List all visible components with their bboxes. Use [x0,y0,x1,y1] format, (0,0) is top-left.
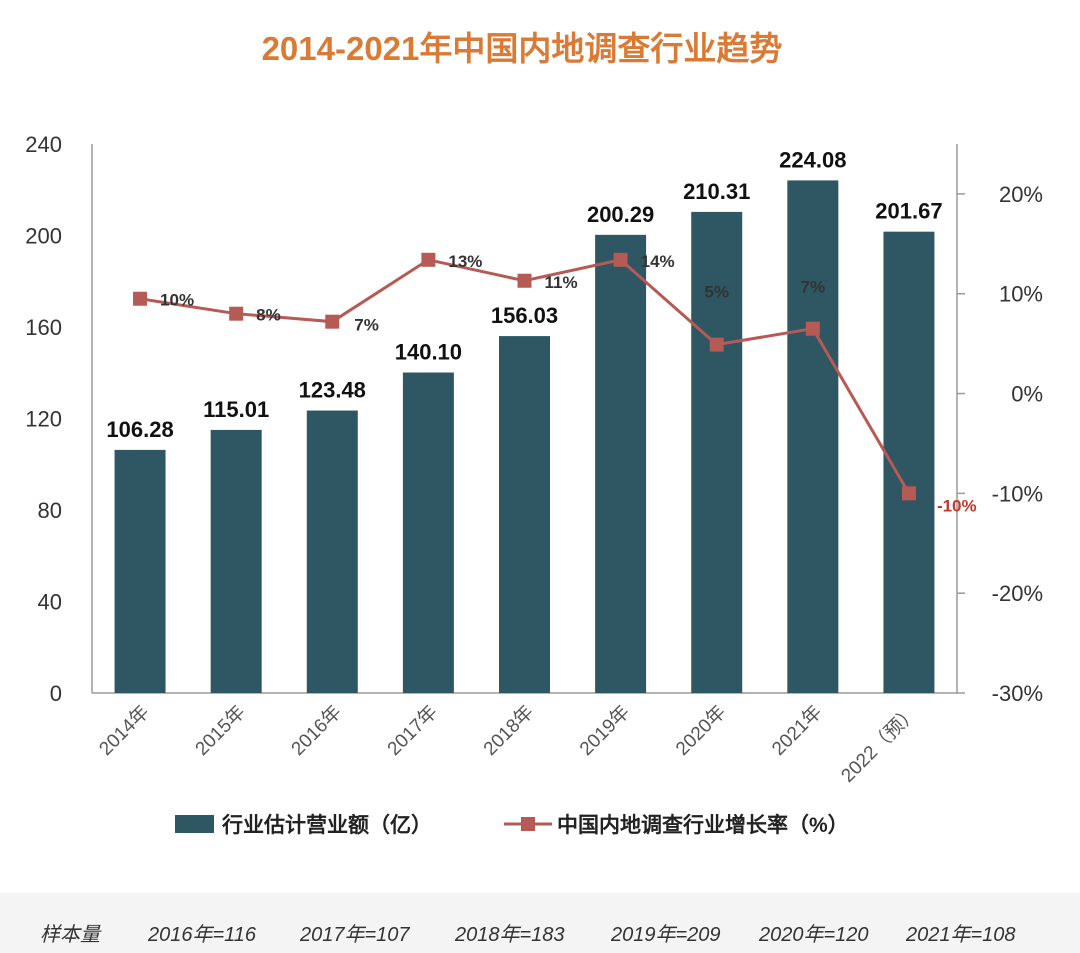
growth-marker [517,273,532,288]
growth-marker [229,306,244,321]
bar-series [114,180,935,694]
bar-value-label: 106.28 [106,417,173,442]
growth-marker [709,337,724,352]
x-tick-label: 2014年 [95,701,154,760]
bar [499,336,550,693]
growth-marker [133,291,148,306]
left-tick-label: 80 [38,498,62,523]
legend-line-marker [521,817,535,831]
legend: 行业估计营业额（亿） 中国内地调查行业增长率（%） [175,813,849,837]
left-axis: 0 40 80 120 160 200 240 [25,132,62,706]
growth-value-label: -10% [937,496,977,515]
bar [787,180,839,694]
bar-value-label: 210.31 [683,179,750,204]
x-tick-label: 2019年 [575,701,634,760]
bar [306,410,358,693]
footer-label: 样本量 [40,924,100,946]
growth-value-label: 11% [545,273,578,292]
growth-value-label: 5% [704,283,729,302]
left-tick-label: 120 [25,407,62,432]
footer-item: 2020年=120 [759,924,869,946]
bar [114,449,166,693]
x-tick-label: 2016年 [287,701,346,760]
growth-marker [901,486,916,501]
left-tick-label: 0 [50,681,62,706]
right-tick-label: -20% [992,581,1043,606]
x-tick-label: 2015年 [191,701,250,760]
right-axis: -30% -20% -10% 0% 10% 20% [957,182,1043,706]
left-tick-label: 240 [25,132,62,157]
left-tick-label: 40 [38,590,62,615]
bar [595,234,647,694]
bar-data-labels: 106.28 115.01 123.48 140.10 156.03 200.29 210.… [106,147,942,441]
bar-value-label: 224.08 [779,147,846,172]
right-tick-label: 10% [999,282,1043,307]
bar-value-label: 156.03 [491,303,558,328]
footer-item: 2021年=108 [906,924,1016,946]
x-axis-labels: 2014年 2015年 2016年 2017年 2018年 2019年 2020年 2021年… [95,701,923,787]
bar-value-label: 140.10 [395,340,462,365]
legend-bar-swatch [175,815,214,833]
bar-value-label: 200.29 [587,202,654,227]
growth-value-label: 13% [448,252,482,271]
growth-marker [325,314,340,329]
right-tick-label: 20% [999,182,1043,207]
growth-marker [805,321,820,336]
bar-value-label: 115.01 [203,397,269,422]
growth-value-label: 10% [160,291,194,310]
right-tick-label: -30% [992,681,1043,706]
growth-marker [613,252,628,267]
growth-marker [421,252,436,267]
bar-value-label: 201.67 [875,199,942,224]
x-tick-label: 2022（预） [837,701,923,787]
footer-item: 2017年=107 [300,924,410,946]
x-tick-label: 2021年 [767,701,826,760]
bar [402,372,454,693]
footer-item: 2016年=116 [148,924,257,946]
x-tick-label: 2018年 [479,701,538,760]
chart-area: 2014-2021年中国内地调查行业趋势 0 40 80 120 160 200 240 -… [25,30,1043,837]
right-tick-label: -10% [992,481,1043,506]
legend-line-label: 中国内地调查行业增长率（%） [557,813,849,837]
legend-bar-label: 行业估计营业额（亿） [221,813,432,837]
growth-value-label: 8% [256,306,281,325]
growth-value-label: 7% [354,316,379,335]
footer-item: 2018年=183 [455,924,565,946]
bar [691,211,743,693]
sample-size-footer: 样本量 2016年=116 2017年=107 2018年=183 2019年=… [0,893,1080,953]
right-tick-label: 0% [1011,382,1043,407]
line-data-labels: 10% 8% 7% 13% 11% 14% 5% 7% -10% [160,252,977,516]
left-tick-label: 200 [25,224,62,249]
bar [210,429,262,693]
x-tick-label: 2020年 [671,701,730,760]
chart-title: 2014-2021年中国内地调查行业趋势 [262,30,783,67]
left-tick-label: 160 [25,315,62,340]
bar-value-label: 123.48 [299,378,366,403]
footer-item: 2019年=209 [611,924,721,946]
line-series [133,252,916,501]
x-tick-label: 2017年 [383,701,442,760]
growth-value-label: 14% [641,252,675,271]
growth-value-label: 7% [801,278,826,297]
